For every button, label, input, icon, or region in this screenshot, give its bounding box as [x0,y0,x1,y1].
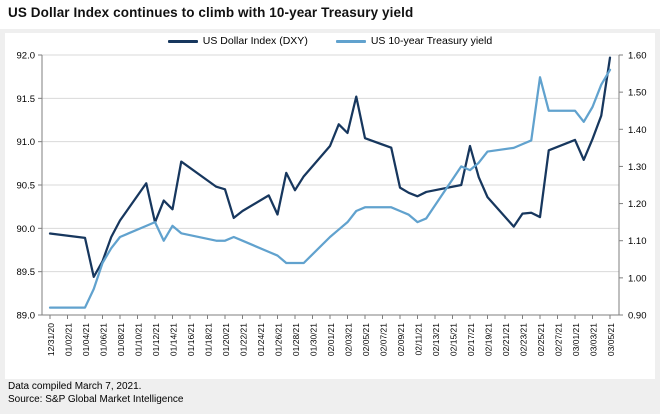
right-axis-tick-label: 1.10 [628,236,647,247]
x-axis-tick-label: 02/15/21 [449,323,459,356]
x-axis-tick-label: 12/31/20 [46,323,56,356]
chart-footer: Data compiled March 7, 2021. Source: S&P… [8,381,183,406]
x-axis-tick-label: 01/20/21 [221,323,231,356]
dxy-series-line [48,56,612,278]
x-axis-tick-label: 02/05/21 [361,323,371,356]
left-axis-tick-label: 91.0 [17,137,36,148]
left-axis-tick-label: 91.5 [17,94,36,105]
right-axis-tick-label: 1.40 [628,125,647,136]
right-axis-tick-label: 1.50 [628,88,647,99]
x-axis-tick-label: 03/01/21 [571,323,581,356]
x-axis-tick-label: 02/11/21 [414,323,424,356]
right-axis-tick-label: 1.00 [628,273,647,284]
x-axis-tick-label: 01/14/21 [169,323,179,356]
chart-card [5,33,655,379]
left-axis-tick-label: 89.0 [17,311,36,322]
footer-source: Source: S&P Global Market Intelligence [8,393,184,405]
x-axis-tick-label: 01/08/21 [116,323,126,356]
x-axis-tick-label: 02/07/21 [379,323,389,356]
x-axis-tick-label: 02/23/21 [519,323,529,356]
legend-item-dxy: US Dollar Index (DXY) [167,35,308,47]
x-axis-tick-label: 01/28/21 [291,323,301,356]
x-axis-tick-label: 01/06/21 [99,323,109,356]
yield-line-swatch-icon [335,39,366,43]
right-axis-tick-label: 1.30 [628,162,647,173]
right-axis-tick-label: 1.20 [628,199,647,210]
right-axis-tick-label: 1.60 [628,51,647,62]
x-axis-tick-label: 01/12/21 [151,323,161,356]
left-axis-tick-label: 89.5 [17,267,36,278]
footer-compiled-date: Data compiled March 7, 2021. [8,381,142,392]
x-axis-tick-label: 01/30/21 [309,323,319,356]
x-axis-tick-label: 01/24/21 [256,323,266,356]
x-axis-tick-label: 02/17/21 [466,323,476,356]
x-axis-tick-label: 01/04/21 [81,323,91,356]
x-axis-tick-label: 01/18/21 [204,323,214,356]
x-axis-tick-label: 02/03/21 [344,323,354,356]
dxy-line-swatch-icon [167,39,198,43]
x-axis-tick-label: 02/01/21 [326,323,336,356]
x-axis-tick-label: 01/02/21 [64,323,74,356]
x-axis-tick-label: 02/27/21 [554,323,564,356]
chart-legend: US Dollar Index (DXY) US 10-year Treasur… [0,35,660,47]
x-axis-tick-label: 02/21/21 [501,323,511,356]
title-band [0,0,660,29]
left-axis-tick-label: 92.0 [17,51,36,62]
legend-label-dxy: US Dollar Index (DXY) [202,35,308,47]
page-title: US Dollar Index continues to climb with … [8,5,414,20]
left-axis-tick-label: 90.0 [17,224,36,235]
left-axis-tick-label: 90.5 [17,181,36,192]
x-axis-tick-label: 02/09/21 [396,323,406,356]
x-axis-tick-label: 01/26/21 [274,323,284,356]
x-axis-tick-label: 02/25/21 [536,323,546,356]
x-axis-tick-label: 02/13/21 [431,323,441,356]
treasury-yield-series-line [48,68,612,309]
legend-item-yield: US 10-year Treasury yield [335,35,493,47]
x-axis-tick-label: 03/05/21 [606,323,616,356]
right-axis-tick-label: 0.90 [628,311,647,322]
legend-label-yield: US 10-year Treasury yield [370,35,493,47]
x-axis-tick-label: 01/10/21 [134,323,144,356]
x-axis-tick-label: 01/16/21 [186,323,196,356]
x-axis-tick-label: 01/22/21 [239,323,249,356]
x-axis-tick-label: 03/03/21 [589,323,599,356]
x-axis-tick-label: 02/19/21 [484,323,494,356]
